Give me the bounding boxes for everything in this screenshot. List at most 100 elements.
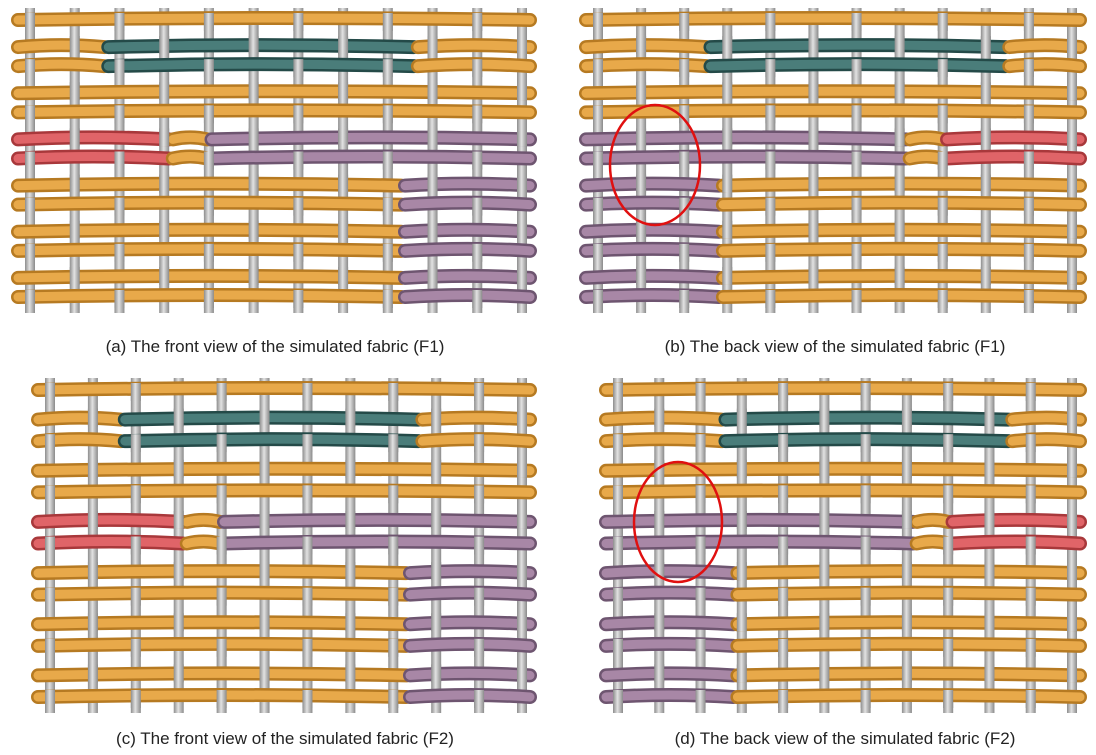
warp-rod-over [431,511,441,529]
warp-rod-over [1024,13,1034,31]
weft-yarn-highlight [726,418,1009,420]
warp-rod-over [70,221,80,239]
warp-rod-over [204,152,214,170]
weft-yarn-highlight [606,571,733,573]
warp-rod-over [593,152,603,170]
warp-rod-over [474,537,484,555]
warp-rod-over [174,409,184,427]
warp-rod-over [70,267,80,285]
warp-rod-over [778,434,788,452]
warp-rod-over [474,383,484,401]
warp-rod-over [204,198,214,216]
warp-rod-over [765,59,775,77]
warp-rod-over [613,485,623,503]
warp-rod-over [217,537,227,555]
warp-rod-over [302,383,312,401]
warp-rod-over [654,409,664,427]
warp-rod-over [260,613,270,631]
warp-rod-over [902,562,912,580]
weft-yarn-highlight [586,203,719,205]
weft-yarn-highlight [405,276,530,278]
warp-rod-over [984,562,994,580]
warp-rod-over [722,82,732,100]
weft-yarn-highlight [405,249,530,251]
warp-rod-over [25,59,35,77]
warp-rod-over [938,13,948,31]
warp-rod-over [131,639,141,657]
warp-rod-over [345,511,355,529]
warp-rod-over [45,690,55,708]
weft-yarn-highlight [173,137,208,139]
warp-rod-over [474,434,484,452]
weft-yarn-highlight [38,520,183,522]
warp-rod-over [174,460,184,478]
warp-rod-over [943,690,953,708]
warp-rod-over [852,13,862,31]
weft-yarn-highlight [606,469,1080,471]
warp-rod-over [696,639,706,657]
weft-yarn-highlight [125,418,419,420]
warp-rod-over [517,460,527,478]
warp-rod-over [902,511,912,529]
panel-b [586,8,1080,313]
caption: (d) The back view of the simulated fabri… [675,729,1016,748]
warp-rod-over [431,409,441,427]
warp-rod-over [383,13,393,31]
warp-rod-over [808,267,818,285]
warp-rod-over [737,562,747,580]
warp-rod-over [1024,105,1034,123]
warp-rod-over [984,511,994,529]
weft-yarn-highlight [410,644,530,646]
warp-rod-over [902,613,912,631]
warp-rod-over [249,267,259,285]
warp-rod-over [819,511,829,529]
warp-rod-over [345,613,355,631]
warp-rod-over [852,290,862,308]
warp-rod-over [204,59,214,77]
warp-rod-over [302,639,312,657]
weft-yarn-highlight [586,276,719,278]
warp-rod-over [852,198,862,216]
warp-rod-over [808,175,818,193]
warp-rod-over [1067,511,1077,529]
warp-rod-over [293,244,303,262]
warp-rod-over [613,434,623,452]
weft-yarn-highlight [606,388,1080,390]
warp-rod-over [517,267,527,285]
warp-rod-over [861,537,871,555]
warp-rod-over [984,664,994,682]
warp-rod-over [938,105,948,123]
warp-rod-over [938,152,948,170]
warp-rod-over [260,562,270,580]
warp-rod-over [1067,460,1077,478]
panel-d [606,378,1080,713]
warp-rod-over [679,13,689,31]
warp-rod-over [70,36,80,54]
warp-rod-over [428,128,438,146]
weft-yarn-highlight [586,18,1080,20]
warp-rod-over [895,36,905,54]
warp-rod-over [654,511,664,529]
warp-rod-over [383,152,393,170]
warp-rod-over [217,690,227,708]
warp-rod-over [517,221,527,239]
warp-rod-over [981,82,991,100]
warp-rod-over [114,244,124,262]
warp-rod-over [984,409,994,427]
warp-rod-over [778,588,788,606]
weft-yarn-highlight [224,520,530,522]
warp-rod-over [895,128,905,146]
warp-rod-over [383,198,393,216]
warp-rod-over [722,175,732,193]
warp-rod-over [1026,537,1036,555]
warp-rod-over [345,409,355,427]
warp-rod-over [679,59,689,77]
warp-rod-over [114,105,124,123]
warp-rod-over [943,537,953,555]
warp-rod-over [1026,383,1036,401]
caption: (c) The front view of the simulated fabr… [116,729,454,748]
weft-yarn-highlight [586,110,1080,112]
caption: (a) The front view of the simulated fabr… [106,337,445,356]
warp-rod-over [861,588,871,606]
warp-rod-over [722,221,732,239]
